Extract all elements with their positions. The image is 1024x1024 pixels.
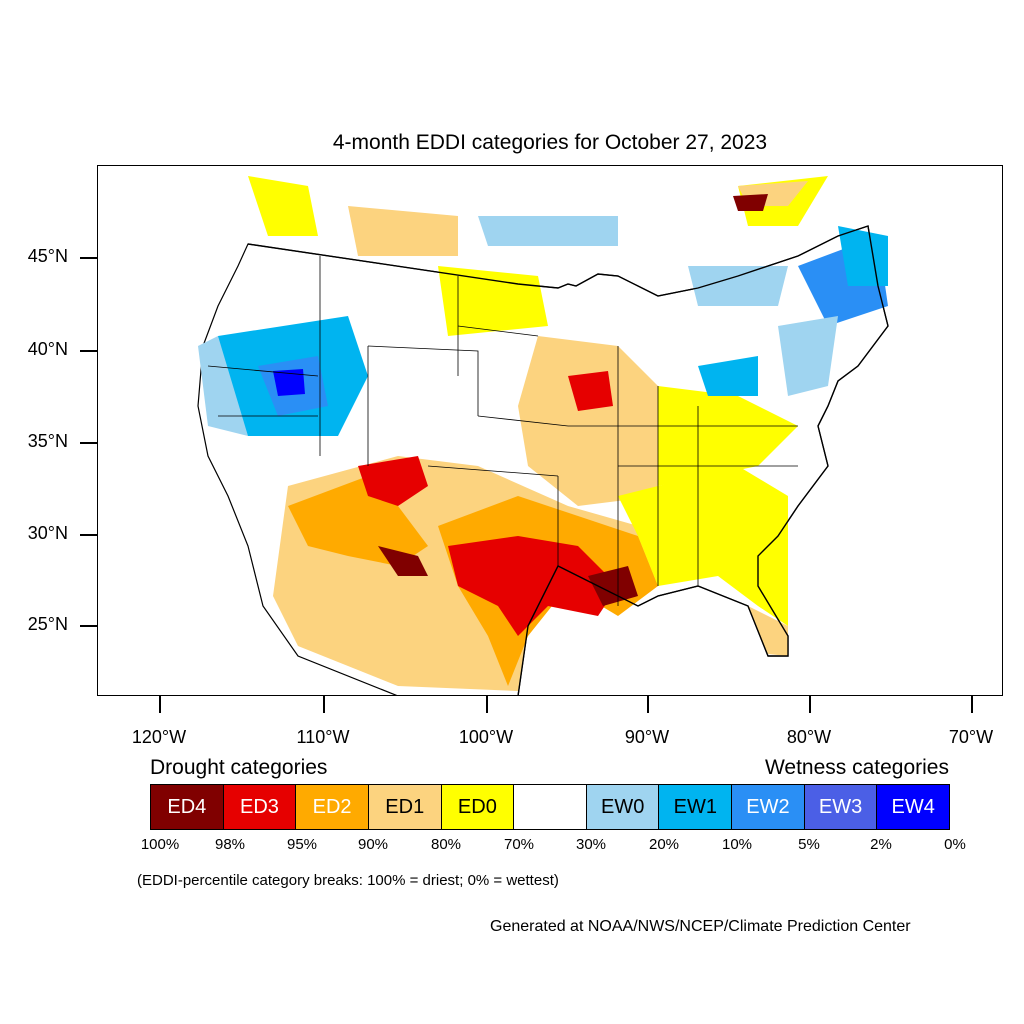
legend-swatch-ew4: EW4 xyxy=(877,785,950,829)
ed1-florida xyxy=(748,606,788,656)
break-label: 0% xyxy=(944,836,966,853)
conus-outline xyxy=(247,225,889,695)
ed1-midwest xyxy=(518,336,658,506)
drought-categories-label: Drought categories xyxy=(150,756,328,779)
wetness-categories-label: Wetness categories xyxy=(764,756,949,779)
legend-swatch-ed4: ED4 xyxy=(151,785,224,829)
lon-tick xyxy=(647,696,649,713)
ew0-northeast xyxy=(778,316,838,396)
legend-swatch-ew0: EW0 xyxy=(586,785,660,829)
lon-label: 90°W xyxy=(624,727,670,747)
ed0-southeast xyxy=(618,466,788,626)
credit-text: Generated at NOAA/NWS/NCEP/Climate Predi… xyxy=(490,918,911,935)
break-label: 2% xyxy=(870,836,892,853)
lat-tick xyxy=(80,257,97,259)
ed3-texas xyxy=(448,536,618,636)
lat-label: 40°N xyxy=(27,339,68,359)
lat-label: 35°N xyxy=(27,431,68,451)
eddi-map xyxy=(197,176,889,695)
lat-tick xyxy=(80,442,97,444)
break-label: 30% xyxy=(575,836,607,853)
lon-label: 100°W xyxy=(458,727,514,747)
ew0-basin xyxy=(198,336,248,436)
ed0-midwest xyxy=(658,386,798,486)
lon-tick xyxy=(971,696,973,713)
ew1-great-lakes xyxy=(698,356,758,396)
ed4-quebec xyxy=(733,194,768,211)
map-title: 4-month EDDI categories for October 27, … xyxy=(332,131,768,154)
legend-swatch-ed3: ED3 xyxy=(223,785,297,829)
break-label: 90% xyxy=(357,836,389,853)
ew0-ontario xyxy=(688,266,788,306)
legend-swatch-ed0: ED0 xyxy=(441,785,515,829)
lon-tick xyxy=(809,696,811,713)
legend-swatch-ed1: ED1 xyxy=(368,785,442,829)
break-label: 70% xyxy=(503,836,535,853)
lon-tick xyxy=(159,696,161,713)
map-area xyxy=(97,165,1003,696)
break-label: 80% xyxy=(430,836,462,853)
lat-label: 30°N xyxy=(27,523,68,543)
lon-tick xyxy=(486,696,488,713)
state-lines xyxy=(207,256,798,606)
ed4-texas xyxy=(378,546,428,576)
ed3-new-mexico xyxy=(358,456,428,506)
lon-label: 70°W xyxy=(948,727,994,747)
break-label: 5% xyxy=(798,836,820,853)
ed4-louisiana xyxy=(588,566,638,606)
ed0-north xyxy=(438,266,548,336)
ed3-iowa xyxy=(568,371,613,411)
lat-tick xyxy=(80,534,97,536)
legend-swatch-neutral xyxy=(514,785,587,829)
lat-label: 45°N xyxy=(27,246,68,266)
break-label: 95% xyxy=(286,836,318,853)
ew4-utah xyxy=(273,369,305,396)
legend-swatch-ed2: ED2 xyxy=(296,785,369,829)
ed2-southwest xyxy=(288,476,428,566)
category-breaks-note: (EDDI-percentile category breaks: 100% =… xyxy=(137,872,559,889)
ed1-north xyxy=(348,206,458,256)
legend-colorbar: ED4 ED3 ED2 ED1 ED0 EW0 EW1 EW2 EW3 EW4 xyxy=(150,784,950,830)
break-label: 98% xyxy=(214,836,246,853)
ew0-canada xyxy=(478,216,618,246)
lat-tick xyxy=(80,350,97,352)
legend-swatch-ew2: EW2 xyxy=(732,785,805,829)
lon-label: 110°W xyxy=(296,727,350,747)
legend-swatch-ew1: EW1 xyxy=(659,785,733,829)
break-label: 10% xyxy=(721,836,753,853)
break-label: 20% xyxy=(648,836,680,853)
ed0-northwest xyxy=(248,176,318,236)
lat-tick xyxy=(80,625,97,627)
lon-label: 80°W xyxy=(786,727,832,747)
break-label: 100% xyxy=(140,836,180,853)
lon-tick xyxy=(323,696,325,713)
legend-swatch-ew3: EW3 xyxy=(804,785,878,829)
lon-label: 120°W xyxy=(131,727,187,747)
lat-label: 25°N xyxy=(27,614,68,634)
